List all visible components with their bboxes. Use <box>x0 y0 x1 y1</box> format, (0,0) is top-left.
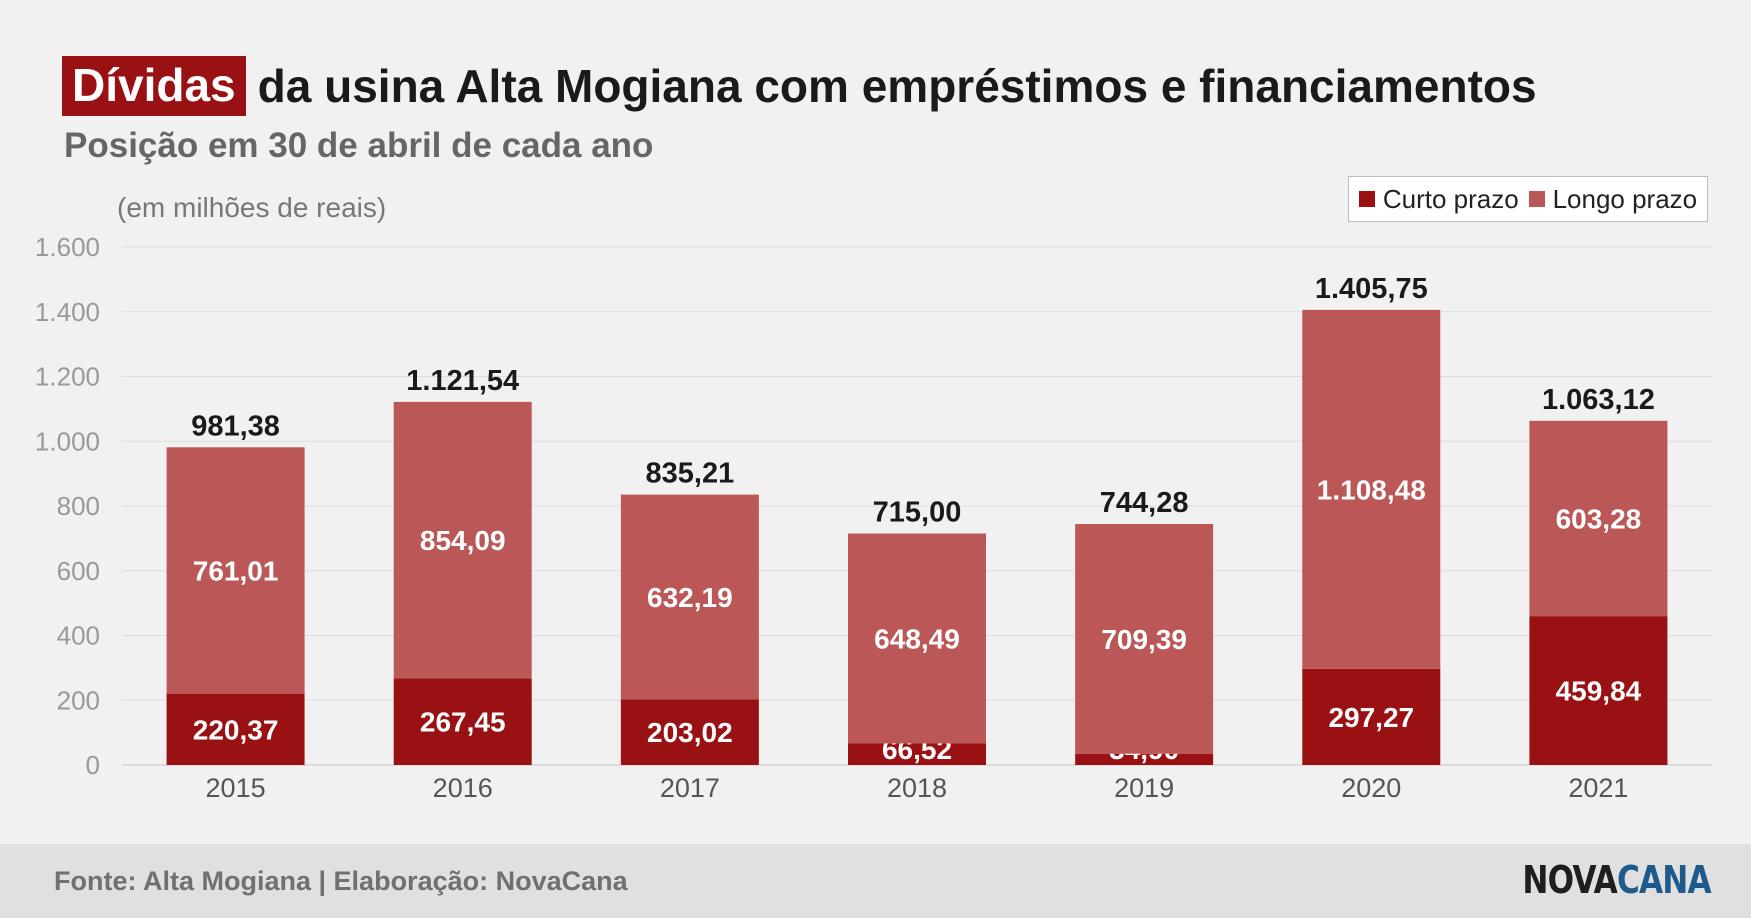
source-note: Fonte: Alta Mogiana | Elaboração: NovaCa… <box>54 866 628 896</box>
x-tick-label: 2018 <box>887 773 947 803</box>
bar-segment-curto <box>1075 753 1214 765</box>
bar-segment-curto <box>166 693 305 765</box>
y-tick-label: 800 <box>57 491 100 521</box>
bar-segment-longo <box>166 447 305 694</box>
y-tick-label: 1.200 <box>35 362 100 392</box>
x-tick-label: 2019 <box>1114 773 1174 803</box>
y-tick-label: 1.600 <box>35 232 100 262</box>
legend-swatch-curto <box>1358 191 1375 207</box>
x-tick-label: 2015 <box>206 773 266 803</box>
legend: Curto prazo Longo prazo <box>1348 176 1708 222</box>
bar-total-label: 715,00 <box>873 497 962 529</box>
y-tick-label: 600 <box>57 556 100 586</box>
legend-item-curto: Curto prazo <box>1358 183 1519 215</box>
logo-part-nova: NOVA <box>1522 858 1618 902</box>
bar-value-label: 1.108,48 <box>1317 474 1426 505</box>
legend-label-longo: Longo prazo <box>1552 183 1698 214</box>
bar-total-label: 981,38 <box>191 410 280 442</box>
bar-value-label: 709,39 <box>1101 624 1187 655</box>
bar-value-label: 220,37 <box>193 714 279 745</box>
legend-swatch-longo <box>1528 191 1545 207</box>
legend-label-curto: Curto prazo <box>1382 183 1519 214</box>
chart-subtitle: Posição em 30 de abril de cada ano <box>64 126 654 165</box>
logo-part-cana: CANA <box>1617 858 1712 902</box>
bar-segment-longo <box>1075 524 1214 754</box>
bar-value-label: 648,49 <box>874 623 960 654</box>
bar-segment-longo <box>848 533 986 744</box>
x-tick-label: 2020 <box>1341 773 1401 803</box>
y-tick-label: 400 <box>57 621 100 651</box>
bar-segment-curto <box>848 743 986 765</box>
bar-segment-longo <box>1529 420 1668 617</box>
bar-segment-longo <box>393 401 532 679</box>
bar-value-label: 203,02 <box>647 717 733 748</box>
bar-total-label: 744,28 <box>1100 487 1189 519</box>
bar-chart: 0 200 400 600 800 1.000 1.200 1.400 1.600 220,37 7… <box>35 232 1712 803</box>
bar-value-label: 297,27 <box>1328 702 1414 733</box>
novacana-logo: NOVACANA <box>1522 858 1712 902</box>
unit-note: (em milhões de reais) <box>117 192 387 223</box>
y-tick-label: 200 <box>57 685 100 715</box>
legend-item-longo: Longo prazo <box>1528 183 1698 215</box>
title-text: da usina Alta Mogiana com empréstimos e … <box>257 60 1537 112</box>
x-tick-label: 2016 <box>433 773 493 803</box>
bar-value-label: 854,09 <box>420 525 506 556</box>
bar-value-label: 761,01 <box>193 555 279 586</box>
bar-segment-curto <box>620 699 759 765</box>
bar-value-label: 632,19 <box>647 582 733 613</box>
bar-segment-longo <box>1302 309 1441 669</box>
title-highlight: Dívidas <box>62 56 246 116</box>
bar-total-label: 835,21 <box>646 458 735 490</box>
footer: Fonte: Alta Mogiana | Elaboração: NovaCa… <box>0 844 1751 918</box>
bar-total-label: 1.063,12 <box>1542 384 1655 416</box>
bar-value-label: 267,45 <box>420 707 506 738</box>
y-tick-label: 1.000 <box>35 426 100 456</box>
bar-segment-curto <box>1302 668 1441 765</box>
bar-value-label: 459,84 <box>1556 676 1642 707</box>
x-tick-label: 2017 <box>660 773 720 803</box>
bar-total-label: 1.405,75 <box>1315 273 1428 305</box>
chart-title: Dívidas da usina Alta Mogiana com emprés… <box>62 56 1537 116</box>
bar-value-label: 603,28 <box>1556 503 1642 534</box>
bar-segment-longo <box>620 494 759 700</box>
y-tick-label: 0 <box>86 750 100 780</box>
x-tick-label: 2021 <box>1568 773 1628 803</box>
bar-segment-curto <box>393 678 532 765</box>
bar-total-label: 1.121,54 <box>406 365 519 397</box>
bar-segment-curto <box>1529 616 1668 765</box>
y-tick-label: 1.400 <box>35 297 100 327</box>
